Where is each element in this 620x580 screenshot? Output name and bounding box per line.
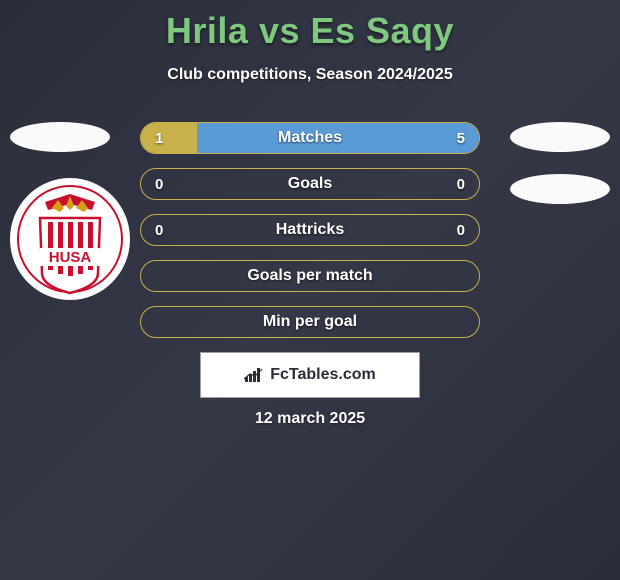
stats-container: Matches15Goals00Hattricks00Goals per mat… [140, 122, 480, 352]
date-text: 12 march 2025 [0, 410, 620, 428]
stat-row: Goals per match [140, 260, 480, 292]
watermark-text: FcTables.com [270, 366, 376, 384]
team-left-badge: HUSA [10, 178, 130, 300]
stat-row: Matches1 5 [140, 122, 480, 154]
stat-row: Hattricks0 0 [140, 214, 480, 246]
team-left-badge-placeholder-1 [10, 122, 110, 152]
stat-value-left: 0 [155, 215, 163, 245]
svg-text:HUSA: HUSA [49, 249, 92, 266]
stat-value-left: 1 [155, 123, 163, 153]
husa-crest-icon: HUSA [10, 178, 130, 300]
watermark-box: FcTables.com [200, 352, 420, 398]
stat-row: Goals0 0 [140, 168, 480, 200]
stat-label: Goals per match [141, 261, 479, 291]
subtitle: Club competitions, Season 2024/2025 [0, 66, 620, 84]
stat-value-left: 0 [155, 169, 163, 199]
stat-label: Hattricks [141, 215, 479, 245]
stat-row: Min per goal [140, 306, 480, 338]
page-title: Hrila vs Es Saqy [0, 0, 620, 52]
stat-value-right: 5 [457, 123, 465, 153]
team-right-badge-placeholder-2 [510, 174, 610, 204]
stat-label: Matches [141, 123, 479, 153]
stat-label: Goals [141, 169, 479, 199]
bar-chart-icon [244, 367, 264, 383]
stat-value-right: 0 [457, 169, 465, 199]
stat-value-right: 0 [457, 215, 465, 245]
stat-label: Min per goal [141, 307, 479, 337]
team-right-badge-placeholder-1 [510, 122, 610, 152]
